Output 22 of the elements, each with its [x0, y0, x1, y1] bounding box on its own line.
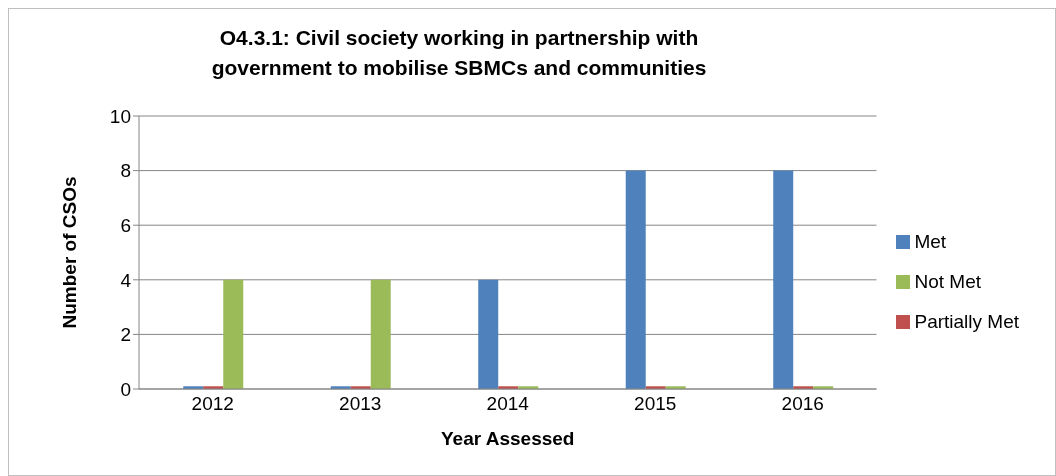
bar — [625, 170, 646, 389]
x-tick-label: 2012 — [191, 393, 234, 415]
legend-label: Met — [914, 230, 947, 252]
legend-label: Not Met — [914, 270, 981, 292]
bar — [370, 279, 391, 389]
y-axis-title: Number of CSOs — [58, 176, 80, 329]
bar — [478, 279, 499, 389]
y-tick-label: 2 — [120, 324, 131, 346]
y-tick-label: 8 — [120, 160, 131, 182]
bar — [223, 279, 244, 389]
x-axis-title: Year Assessed — [441, 428, 575, 449]
bar — [773, 170, 794, 389]
x-tick-label: 2013 — [339, 393, 382, 415]
x-tick-label: 2016 — [781, 393, 824, 415]
x-tick-label: 2015 — [634, 393, 677, 415]
chart-title: O4.3.1: Civil society working in partnership with government to mobilise SBMCs and communities — [210, 25, 708, 81]
y-tick-label: 10 — [109, 105, 131, 127]
y-tick-label: 4 — [120, 269, 132, 291]
x-tick-label: 2014 — [486, 393, 530, 415]
y-tick-label: 6 — [120, 214, 131, 236]
legend-label: Partially Met — [914, 310, 1019, 332]
y-tick-label: 0 — [120, 378, 131, 400]
